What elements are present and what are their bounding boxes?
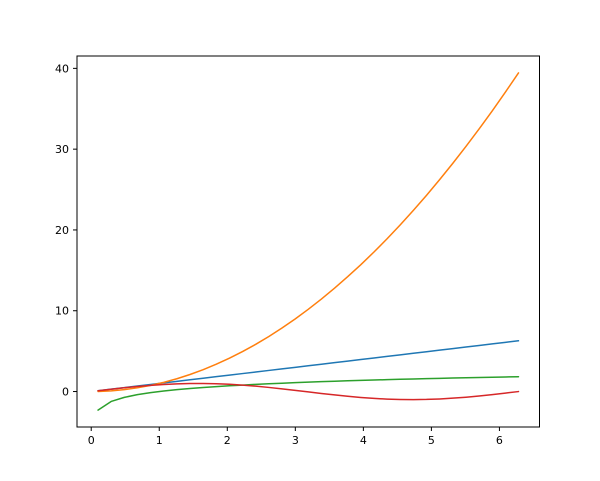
series-blue-line	[97, 340, 520, 392]
series-green-curve	[97, 375, 520, 411]
y-tick-label: 30	[55, 143, 69, 156]
series-orange-curve	[97, 72, 520, 393]
x-tick-label: 5	[428, 434, 435, 447]
y-tick-label: 0	[62, 386, 69, 399]
y-tick-label: 10	[55, 305, 69, 318]
x-tick-label: 6	[496, 434, 503, 447]
y-tick-label: 20	[55, 224, 69, 237]
axes-spines	[76, 55, 540, 428]
x-tick-label: 3	[292, 434, 299, 447]
x-tick-label: 4	[360, 434, 367, 447]
x-tick-label: 0	[88, 434, 95, 447]
y-tick-label: 40	[55, 62, 69, 75]
x-tick-label: 1	[156, 434, 163, 447]
x-tick-label: 2	[224, 434, 231, 447]
axes-background	[77, 56, 540, 427]
series-red-curve	[97, 382, 520, 401]
